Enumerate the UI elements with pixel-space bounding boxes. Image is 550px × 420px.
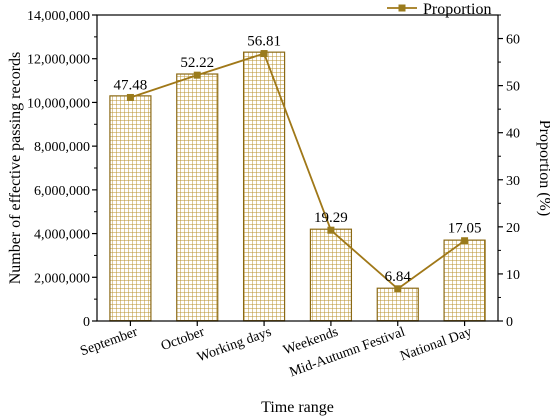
x-axis-title: Time range bbox=[261, 399, 334, 416]
proportion-data-label: 47.48 bbox=[114, 77, 148, 93]
proportion-data-label: 56.81 bbox=[247, 34, 281, 50]
y-left-tick-label: 6,000,000 bbox=[34, 184, 90, 199]
y-left-tick-label: 0 bbox=[83, 315, 90, 330]
proportion-marker bbox=[327, 226, 335, 234]
bars-layer bbox=[109, 51, 486, 322]
bar-working-days bbox=[242, 51, 286, 322]
bar-september bbox=[109, 95, 152, 322]
proportion-line bbox=[130, 52, 466, 290]
y-right-tick-label: 60 bbox=[506, 33, 520, 48]
x-tick-label: Working days bbox=[195, 325, 273, 366]
plot-frame bbox=[96, 14, 499, 322]
legend: Proportion bbox=[387, 1, 491, 18]
proportion-marker bbox=[394, 285, 402, 293]
y-right-tick-label: 50 bbox=[506, 80, 520, 95]
bar-october bbox=[176, 73, 219, 322]
proportion-marker bbox=[461, 237, 469, 245]
labels-layer: 47.48 52.22 56.81 19.29 6.84 17.05 bbox=[114, 34, 482, 285]
y-right-tick-label: 30 bbox=[506, 174, 520, 189]
legend-marker bbox=[398, 4, 406, 12]
proportion-data-label: 6.84 bbox=[385, 269, 412, 285]
bar-weekends bbox=[309, 228, 353, 322]
y-left-tick-label: 2,000,000 bbox=[34, 271, 90, 286]
x-tick-label: Mid-Autumn Festival bbox=[288, 325, 408, 381]
y-left-tick-label: 8,000,000 bbox=[34, 140, 90, 155]
y-left-tick-label: 10,000,000 bbox=[27, 96, 90, 111]
bar-national-day bbox=[443, 239, 486, 322]
line-layer bbox=[126, 50, 469, 293]
x-tick-label: National Day bbox=[398, 325, 474, 365]
proportion-marker bbox=[126, 93, 134, 101]
y-right-axis-title: Proportion (%) bbox=[536, 120, 550, 216]
y-left-tick-label: 12,000,000 bbox=[27, 53, 90, 68]
proportion-data-label: 17.05 bbox=[448, 221, 482, 237]
y-right-tick-label: 20 bbox=[506, 221, 520, 236]
y-left-tick-label: 4,000,000 bbox=[34, 228, 90, 243]
legend-label: Proportion bbox=[423, 1, 491, 18]
y-right-tick-label: 10 bbox=[506, 268, 520, 283]
y-right-tick-label: 40 bbox=[506, 127, 520, 142]
proportion-data-label: 19.29 bbox=[314, 210, 348, 226]
y-right-tick-label: 0 bbox=[506, 315, 513, 330]
y-left-axis-title: Number of effective passing records bbox=[7, 52, 24, 285]
bar-mid-autumn-festival bbox=[376, 287, 419, 322]
proportion-data-label: 52.22 bbox=[180, 55, 214, 71]
y-left-tick-label: 14,000,000 bbox=[27, 9, 90, 24]
proportion-marker bbox=[260, 50, 268, 58]
proportion-marker bbox=[193, 71, 201, 79]
